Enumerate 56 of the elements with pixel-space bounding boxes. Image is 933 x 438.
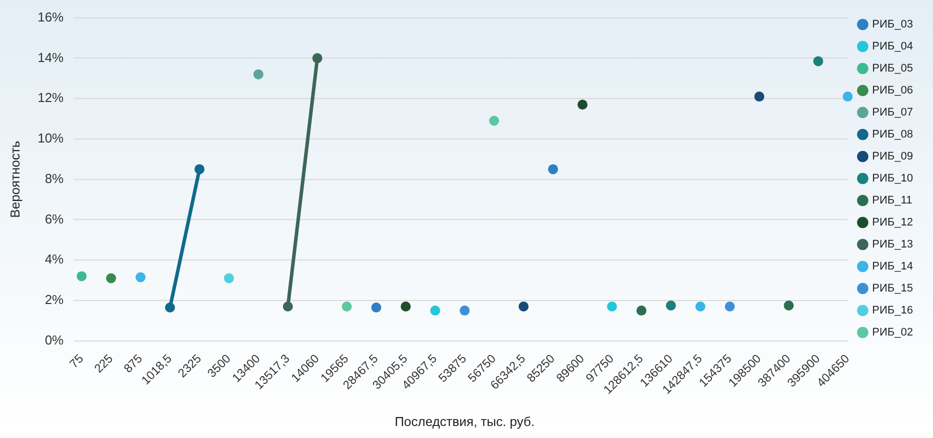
point xyxy=(106,273,116,284)
y-tick-label: 10% xyxy=(38,130,64,146)
point xyxy=(489,116,500,126)
y-tick-label: 12% xyxy=(38,90,64,106)
legend-label: РИБ_08 xyxy=(872,128,914,141)
point xyxy=(76,271,87,282)
point xyxy=(165,302,176,313)
point xyxy=(695,302,706,312)
point xyxy=(282,302,293,312)
point xyxy=(754,92,764,102)
point xyxy=(430,306,440,316)
y-tick-label: 0% xyxy=(44,332,64,348)
point xyxy=(636,306,646,316)
x-tick-label: 875 xyxy=(120,351,146,376)
y-axis-title: Вероятность xyxy=(7,140,22,218)
point xyxy=(312,53,322,64)
point xyxy=(548,164,558,174)
point xyxy=(842,92,853,102)
y-tick-label: 2% xyxy=(44,292,64,308)
legend-label: РИБ_12 xyxy=(872,216,914,229)
x-axis-title: Последствия, тыс. руб. xyxy=(394,414,535,429)
legend-label: РИБ_14 xyxy=(872,260,914,273)
x-tick-label: 75 xyxy=(66,351,86,371)
point xyxy=(371,302,382,313)
point xyxy=(136,272,146,282)
point xyxy=(460,306,470,316)
point xyxy=(342,302,352,312)
x-tick-label: 225 xyxy=(91,351,116,376)
point xyxy=(784,300,794,310)
legend-label: РИБ_13 xyxy=(872,238,914,251)
legend-label: РИБ_06 xyxy=(872,84,914,97)
legend-label: РИБ_11 xyxy=(872,194,912,207)
point xyxy=(606,302,617,312)
y-tick-label: 6% xyxy=(44,211,64,226)
point xyxy=(724,302,735,312)
point xyxy=(253,69,264,80)
point xyxy=(813,56,824,66)
legend-label: РИБ_15 xyxy=(872,282,914,295)
y-tick-label: 14% xyxy=(38,50,64,65)
y-tick-label: 16% xyxy=(38,9,64,24)
legend-label: РИБ_09 xyxy=(872,150,914,163)
legend-label: РИБ_16 xyxy=(872,304,914,317)
legend-label: РИБ_04 xyxy=(872,40,914,53)
point xyxy=(400,302,411,312)
point xyxy=(224,273,234,284)
y-tick-label: 8% xyxy=(44,170,64,186)
legend-label: РИБ_02 xyxy=(872,326,914,339)
point xyxy=(666,300,676,310)
legend-label: РИБ_03 xyxy=(872,18,914,31)
legend-label: РИБ_05 xyxy=(872,62,914,75)
y-tick-label: 4% xyxy=(44,252,64,267)
point xyxy=(194,164,204,174)
legend-label: РИБ_07 xyxy=(872,106,914,119)
point xyxy=(518,302,529,312)
point xyxy=(578,100,588,110)
legend-label: РИБ_10 xyxy=(872,172,914,185)
